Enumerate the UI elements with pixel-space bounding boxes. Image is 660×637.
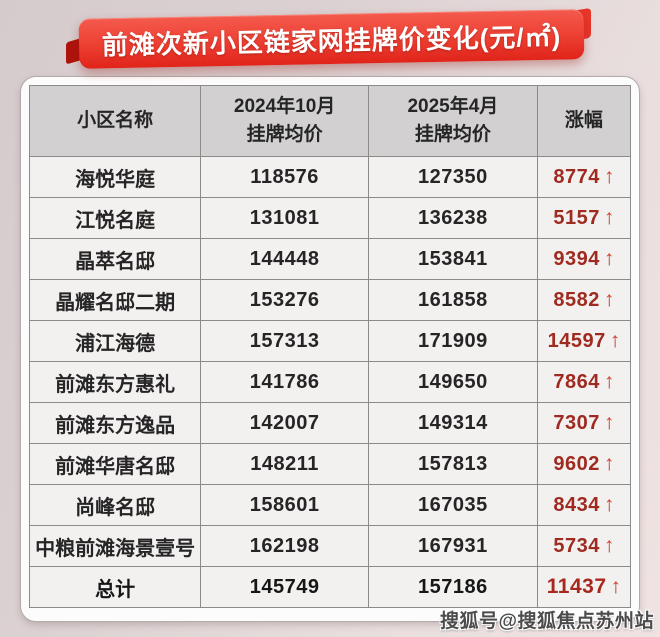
price-change-cell: 8774 ↑: [536, 156, 632, 198]
table-row: 浦江海德 157313 171909 14597 ↑: [28, 320, 632, 362]
up-arrow-icon: ↑: [603, 452, 615, 475]
up-arrow-icon: ↑: [603, 370, 615, 393]
apr-2025-price-cell: 171909: [367, 320, 538, 362]
price-change-cell: 8434 ↑: [536, 484, 632, 526]
community-name-cell: 浦江海德: [28, 320, 202, 362]
price-change-cell: 8582 ↑: [536, 279, 632, 321]
col-header-change: 涨幅: [536, 85, 632, 157]
col-header-oct-2024-line2: 挂牌均价: [246, 124, 323, 145]
col-header-oct-2024-line1: 2024年10月: [233, 96, 336, 118]
apr-2025-price-cell: 161858: [367, 279, 538, 321]
oct-2024-price-cell: 153276: [200, 279, 369, 321]
community-name-cell: 前滩东方惠礼: [28, 361, 202, 403]
header-row: 小区名称 2024年10月 挂牌均价 2025年4月 挂牌均价 涨幅: [28, 85, 632, 157]
col-header-apr-2025: 2025年4月 挂牌均价: [367, 85, 538, 157]
oct-2024-price-cell: 142007: [200, 402, 369, 444]
community-name-cell: 海悦华庭: [28, 156, 202, 198]
total-row: 总计 145749 157186 11437 ↑: [28, 566, 632, 608]
price-change-cell: 5734 ↑: [536, 525, 632, 567]
price-change-cell: 14597 ↑: [536, 320, 632, 362]
oct-2024-price-cell: 162198: [200, 525, 369, 567]
up-arrow-icon: ↑: [603, 534, 615, 557]
table-row: 前滩东方逸品 142007 149314 7307 ↑: [28, 402, 632, 444]
change-value: 9394: [553, 248, 600, 270]
apr-2025-price-cell: 167035: [367, 484, 538, 526]
table-row: 前滩东方惠礼 141786 149650 7864 ↑: [28, 361, 632, 403]
community-name-cell: 前滩华唐名邸: [28, 443, 202, 485]
up-arrow-icon: ↑: [603, 288, 615, 311]
apr-2025-price-cell: 167931: [367, 525, 538, 567]
change-value: 8434: [553, 494, 600, 516]
table-card: 小区名称 2024年10月 挂牌均价 2025年4月 挂牌均价 涨幅 海悦华庭 …: [20, 76, 640, 622]
change-value: 5157: [553, 207, 600, 229]
community-name-cell: 尚峰名邸: [28, 484, 202, 526]
apr-2025-price-cell: 153841: [367, 238, 538, 280]
col-header-apr-2025-line2: 挂牌均价: [414, 124, 491, 145]
apr-2025-price-cell: 157813: [367, 443, 538, 485]
table-row: 晶耀名邸二期 153276 161858 8582 ↑: [28, 279, 632, 321]
title-banner: 前滩次新小区链家网挂牌价变化(元/㎡): [66, 7, 591, 69]
up-arrow-icon: ↑: [603, 493, 615, 516]
change-value: 9602: [553, 453, 600, 475]
price-table: 小区名称 2024年10月 挂牌均价 2025年4月 挂牌均价 涨幅 海悦华庭 …: [28, 85, 632, 608]
oct-2024-price-cell: 118576: [200, 156, 369, 198]
col-header-oct-2024: 2024年10月 挂牌均价: [200, 85, 369, 157]
up-arrow-icon: ↑: [603, 411, 615, 434]
up-arrow-icon: ↑: [603, 206, 615, 229]
title-banner-body: 前滩次新小区链家网挂牌价变化(元/㎡): [78, 9, 585, 69]
community-name-cell: 晶耀名邸二期: [28, 279, 202, 321]
col-header-apr-2025-line1: 2025年4月: [407, 96, 499, 118]
apr-2025-price-cell: 127350: [367, 156, 538, 198]
up-arrow-icon: ↑: [609, 329, 621, 352]
table-row: 晶萃名邸 144448 153841 9394 ↑: [28, 238, 632, 280]
price-change-cell: 5157 ↑: [536, 197, 632, 239]
price-change-cell: 7307 ↑: [536, 402, 632, 444]
change-value: 8774: [553, 166, 600, 188]
change-value: 5734: [553, 535, 600, 557]
change-value: 7307: [553, 412, 600, 434]
oct-2024-price-cell: 144448: [200, 238, 369, 280]
oct-2024-price-cell: 131081: [200, 197, 369, 239]
table-row: 江悦名庭 131081 136238 5157 ↑: [28, 197, 632, 239]
oct-2024-price-cell: 141786: [200, 361, 369, 403]
up-arrow-icon: ↑: [610, 575, 622, 598]
table-row: 前滩华唐名邸 148211 157813 9602 ↑: [28, 443, 632, 485]
total-apr-2025-cell: 157186: [367, 566, 538, 608]
apr-2025-price-cell: 136238: [367, 197, 538, 239]
community-name-cell: 江悦名庭: [28, 197, 202, 239]
oct-2024-price-cell: 148211: [200, 443, 369, 485]
change-value: 8582: [553, 289, 600, 311]
change-value: 14597: [547, 330, 606, 352]
price-change-cell: 7864 ↑: [536, 361, 632, 403]
table-row: 中粮前滩海景壹号 162198 167931 5734 ↑: [28, 525, 632, 567]
community-name-cell: 中粮前滩海景壹号: [28, 525, 202, 567]
up-arrow-icon: ↑: [603, 165, 615, 188]
total-oct-2024-cell: 145749: [200, 566, 369, 608]
up-arrow-icon: ↑: [603, 247, 615, 270]
oct-2024-price-cell: 158601: [200, 484, 369, 526]
community-name-cell: 前滩东方逸品: [28, 402, 202, 444]
price-change-cell: 9394 ↑: [536, 238, 632, 280]
col-header-community: 小区名称: [28, 85, 202, 157]
change-value: 11437: [546, 575, 607, 598]
oct-2024-price-cell: 157313: [200, 320, 369, 362]
apr-2025-price-cell: 149650: [367, 361, 538, 403]
watermark: 搜狐号@搜狐焦点苏州站: [439, 611, 654, 632]
community-name-cell: 晶萃名邸: [28, 238, 202, 280]
apr-2025-price-cell: 149314: [367, 402, 538, 444]
table-row: 尚峰名邸 158601 167035 8434 ↑: [28, 484, 632, 526]
change-value: 7864: [553, 371, 600, 393]
price-change-cell: 9602 ↑: [536, 443, 632, 485]
table-row: 海悦华庭 118576 127350 8774 ↑: [28, 156, 632, 198]
total-label-cell: 总计: [28, 566, 202, 608]
total-change-cell: 11437 ↑: [536, 566, 632, 608]
page-title: 前滩次新小区链家网挂牌价变化(元/㎡): [101, 21, 562, 60]
